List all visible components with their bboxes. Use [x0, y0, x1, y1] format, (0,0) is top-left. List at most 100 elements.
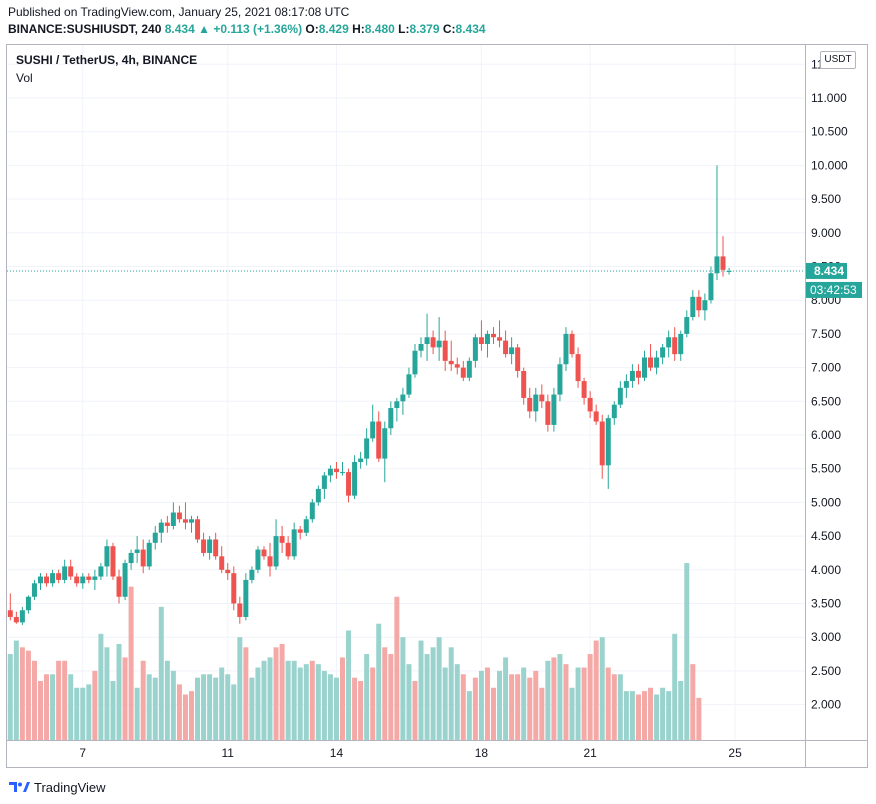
candle-body: [249, 569, 255, 580]
volume-bar: [273, 647, 279, 740]
volume-bar: [291, 660, 297, 740]
candle-body: [25, 596, 31, 611]
volume-bar: [333, 677, 339, 740]
candle-body: [68, 566, 74, 577]
brand-name: TradingView: [34, 779, 106, 795]
candle-body: [654, 357, 660, 368]
candle-body: [110, 546, 116, 577]
volume-bar: [672, 633, 678, 740]
candle-body: [261, 549, 267, 557]
volume-bar: [430, 647, 436, 740]
candle-body: [86, 576, 92, 580]
candle-body: [56, 573, 62, 580]
candle-body: [702, 300, 708, 311]
candle-body: [400, 394, 406, 402]
candle-body: [315, 488, 321, 503]
volume-bar: [31, 660, 37, 740]
volume-bar: [98, 633, 104, 740]
volume-bar: [623, 691, 629, 740]
volume-bar: [315, 664, 321, 740]
x-tick-label: 18: [475, 746, 489, 760]
candle-body: [104, 546, 110, 567]
volume-bar: [406, 664, 412, 740]
candle-body: [364, 438, 370, 459]
candle-body: [642, 357, 647, 378]
volume-bar: [642, 691, 647, 740]
volume-bar: [448, 647, 454, 740]
volume-bar: [80, 687, 86, 740]
candle-body: [533, 394, 539, 412]
volume-bar: [225, 674, 231, 740]
candle-body: [406, 374, 412, 395]
volume-bar: [460, 674, 466, 740]
volume-bar: [116, 643, 122, 740]
candle-body: [352, 461, 358, 496]
volume-bar: [587, 654, 593, 740]
candle-body: [660, 347, 666, 358]
candle-body: [128, 552, 134, 564]
candle-body: [31, 583, 37, 597]
x-tick-label: 25: [728, 746, 742, 760]
candle-body: [424, 337, 430, 345]
volume-bar: [128, 586, 134, 740]
high-label: H:: [352, 22, 365, 36]
candle-body: [666, 337, 672, 348]
candle-body: [696, 296, 702, 311]
chart-title: SUSHI / TetherUS, 4h, BINANCE: [16, 53, 198, 67]
volume-bar: [666, 691, 672, 740]
y-tick-label: 6.500: [811, 394, 841, 408]
volume-bar: [13, 640, 19, 740]
volume-bar: [654, 694, 660, 740]
symbol-ohlc-line: BINANCE:SUSHIUSDT, 240 8.434 ▲ +0.113 (+…: [8, 22, 486, 36]
volume-bar: [38, 681, 43, 740]
candle-body: [225, 569, 231, 574]
candle-body: [497, 337, 503, 341]
volume-bar: [7, 654, 13, 740]
candle-body: [189, 519, 194, 523]
volume-bar: [382, 647, 388, 740]
volume-bar: [635, 694, 641, 740]
volume-bar: [261, 660, 267, 740]
candle-body: [219, 556, 225, 570]
candle-body: [460, 367, 466, 378]
candle-body: [678, 333, 684, 355]
candle-body: [333, 468, 339, 473]
volume-bar: [321, 670, 327, 740]
candle-body: [303, 519, 309, 533]
tradingview-logo-icon: [9, 782, 30, 792]
volume-bar: [557, 654, 563, 740]
volume-bar: [56, 660, 62, 740]
currency-unit-button[interactable]: USDT: [820, 51, 856, 69]
footer-brand[interactable]: TradingView: [8, 777, 106, 797]
volume-bar: [164, 660, 170, 740]
volume-bar: [503, 657, 509, 740]
candle-body: [527, 397, 533, 412]
volume-bar: [74, 687, 80, 740]
volume-bar: [394, 596, 400, 740]
volume-bar: [617, 674, 623, 740]
volume-bar: [424, 654, 430, 740]
volume-bar: [696, 697, 702, 740]
volume-bar: [436, 637, 442, 740]
candle-body: [503, 340, 509, 355]
volume-bar: [352, 677, 358, 740]
candle-body: [116, 576, 122, 597]
candle-body: [13, 616, 19, 623]
volume-bar: [581, 667, 587, 740]
candle-body: [708, 273, 714, 301]
volume-bar: [285, 660, 291, 740]
y-tick-label: 2.000: [811, 698, 841, 712]
candle-body: [714, 256, 720, 274]
volume-bar: [255, 667, 261, 740]
candle-body: [50, 573, 56, 584]
volume-bar: [346, 630, 352, 740]
candle-body: [98, 566, 104, 577]
candle-body: [521, 370, 527, 398]
volume-bar: [376, 623, 382, 740]
candle-body: [436, 340, 442, 348]
candle-body: [569, 333, 575, 355]
volume-bar: [660, 687, 666, 740]
candle-body: [726, 270, 732, 272]
candle-body: [684, 317, 690, 334]
